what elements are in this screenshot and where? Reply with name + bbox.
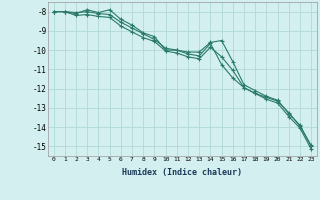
X-axis label: Humidex (Indice chaleur): Humidex (Indice chaleur) [123, 168, 243, 177]
